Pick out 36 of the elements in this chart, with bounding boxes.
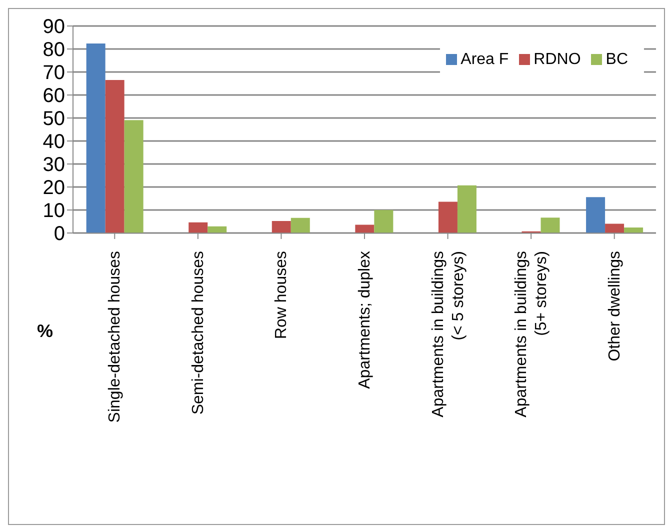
y-tick-label: 70: [42, 62, 65, 84]
bar: [624, 227, 644, 233]
bar: [586, 197, 606, 233]
bar: [208, 226, 227, 233]
y-tick-label: 30: [42, 154, 65, 176]
y-tick-label: 50: [42, 108, 65, 130]
x-tick-label: Single-detached houses: [106, 251, 124, 423]
bar: [105, 80, 124, 233]
y-tick-label: 0: [54, 223, 65, 246]
legend-label: Area F: [460, 51, 509, 68]
bar: [457, 185, 476, 233]
legend-label: BC: [606, 51, 628, 68]
x-tick-label: Apartments; duplex: [356, 251, 374, 389]
y-tick-label: 20: [42, 177, 65, 200]
bar: [290, 218, 310, 233]
bar: [188, 222, 208, 233]
bar: [605, 224, 624, 233]
y-tick-label: 90: [42, 16, 65, 38]
y-tick-label: 40: [42, 131, 65, 154]
bar: [124, 120, 144, 233]
legend-label: RDNO: [534, 51, 581, 68]
bar: [540, 218, 560, 233]
bar: [86, 43, 106, 233]
bar: [438, 202, 458, 233]
x-tick-label: Row houses: [273, 251, 290, 340]
x-tick-label: Semi-detached houses: [190, 251, 207, 415]
x-tick-label: Apartments in buildings (< 5 storeys): [430, 251, 467, 418]
y-tick-label: 10: [42, 200, 65, 222]
bar: [272, 221, 291, 233]
y-axis-title: %: [37, 321, 54, 342]
y-tick-label: 60: [42, 85, 65, 108]
y-tick-label: 80: [42, 39, 65, 62]
x-tick-label: Other dwellings: [606, 251, 624, 362]
x-tick-label: Apartments in buildings (5+ storeys): [513, 251, 550, 418]
bar: [374, 210, 394, 233]
bar: [355, 224, 374, 233]
